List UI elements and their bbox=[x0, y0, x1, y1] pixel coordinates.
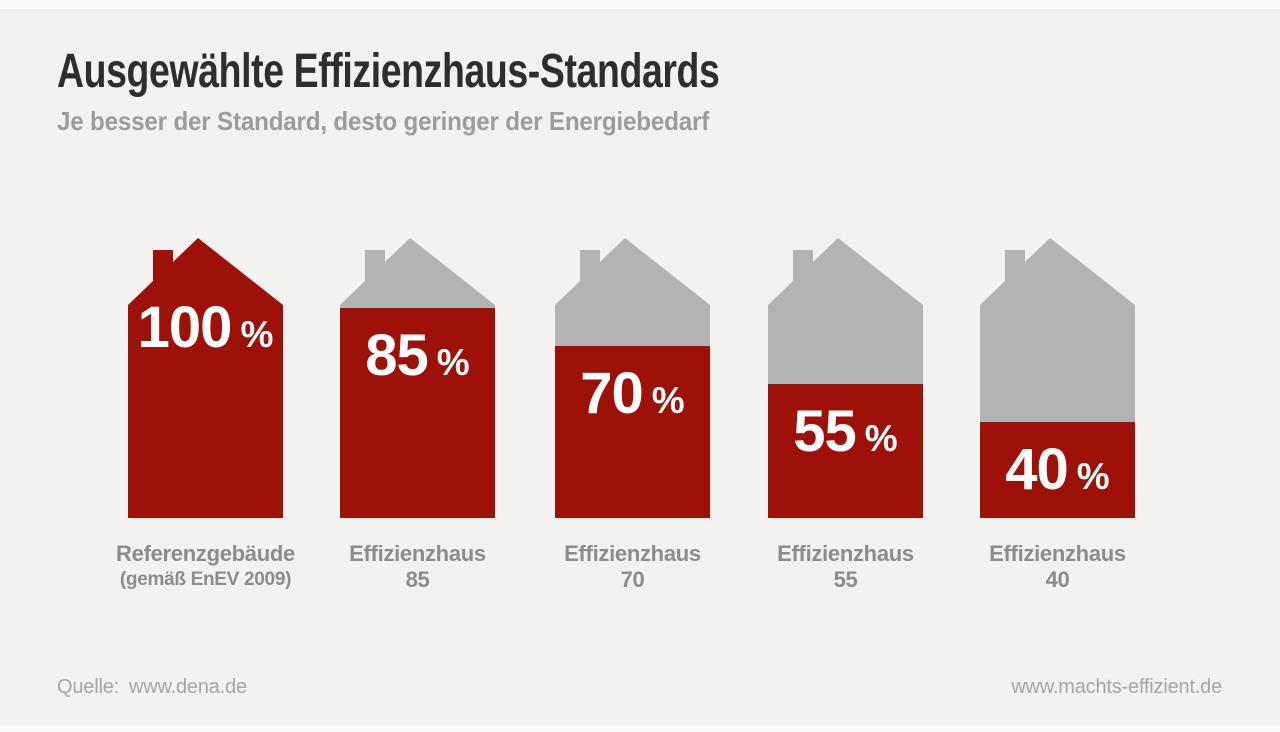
percent-number: 40 bbox=[1005, 437, 1069, 502]
house-icon bbox=[768, 238, 923, 518]
percent-unit: % bbox=[240, 314, 274, 355]
house-effizienzhaus-40: 40 % Effizienzhaus 40 bbox=[980, 238, 1135, 592]
house-effizienzhaus-70: 70 % Effizienzhaus 70 bbox=[555, 238, 710, 592]
source-url: www.dena.de bbox=[128, 676, 247, 698]
house-icon bbox=[980, 238, 1135, 518]
house-label-line2: 70 bbox=[620, 567, 645, 592]
percent-number: 100 bbox=[137, 295, 233, 360]
percent-number: 70 bbox=[580, 361, 644, 426]
percent-number: 55 bbox=[793, 399, 857, 464]
house-label: Effizienzhaus 55 bbox=[716, 541, 976, 593]
house-effizienzhaus-55: 55 % Effizienzhaus 55 bbox=[768, 238, 923, 592]
house-label: Referenzgebäude (gemäß EnEV 2009) bbox=[76, 541, 336, 593]
percent-value: 85 % bbox=[365, 327, 469, 385]
percent-unit: % bbox=[864, 418, 898, 459]
source-credit: Quelle: www.dena.de bbox=[57, 676, 247, 699]
house-label-line1: Effizienzhaus bbox=[989, 541, 1126, 566]
house-icon bbox=[128, 238, 283, 518]
percent-number: 85 bbox=[365, 323, 429, 388]
page-subtitle: Je besser der Standard, desto geringer d… bbox=[57, 106, 710, 136]
bottom-frame-strip bbox=[0, 725, 1280, 732]
percent-unit: % bbox=[651, 380, 685, 421]
house-label: Effizienzhaus 70 bbox=[503, 541, 763, 593]
house-icon bbox=[555, 238, 710, 518]
house-label-line1: Effizienzhaus bbox=[777, 541, 914, 566]
percent-value: 100 % bbox=[138, 299, 274, 357]
house-label-line2: (gemäß EnEV 2009) bbox=[119, 569, 292, 590]
house-label-line2: 40 bbox=[1045, 567, 1070, 592]
house-label-line1: Effizienzhaus bbox=[564, 541, 701, 566]
house-label-line2: 55 bbox=[833, 567, 858, 592]
percent-unit: % bbox=[1076, 456, 1110, 497]
site-url: www.machts-effizient.de bbox=[1011, 676, 1222, 698]
house-label: Effizienzhaus 40 bbox=[928, 541, 1188, 593]
percent-value: 40 % bbox=[1005, 441, 1109, 499]
house-label: Effizienzhaus 85 bbox=[288, 541, 548, 593]
page-title: Ausgewählte Effizienzhaus-Standards bbox=[57, 45, 720, 98]
house-referenzgebaeude: 100 % Referenzgebäude (gemäß EnEV 2009) bbox=[116, 238, 295, 590]
house-effizienzhaus-85: 85 % Effizienzhaus 85 bbox=[340, 238, 495, 592]
percent-value: 55 % bbox=[793, 403, 897, 461]
house-label-line2: 85 bbox=[405, 567, 430, 592]
source-label: Quelle: bbox=[57, 676, 119, 698]
percent-unit: % bbox=[436, 342, 470, 383]
house-icon bbox=[340, 238, 495, 518]
top-frame-strip bbox=[0, 0, 1280, 9]
house-label-line1: Referenzgebäude bbox=[116, 541, 295, 566]
percent-value: 70 % bbox=[580, 365, 684, 423]
house-label-line1: Effizienzhaus bbox=[349, 541, 486, 566]
